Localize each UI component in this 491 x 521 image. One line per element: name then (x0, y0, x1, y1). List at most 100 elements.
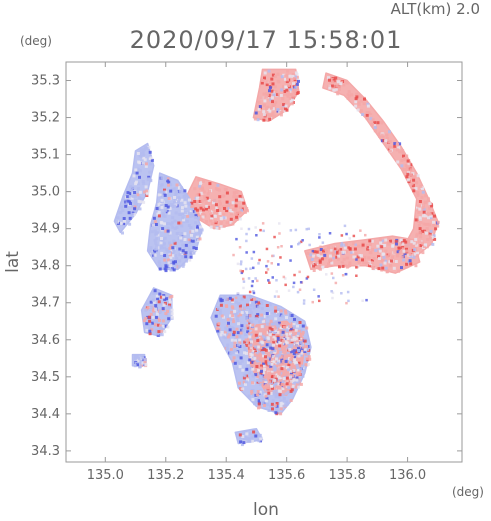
echo-pixel (212, 201, 215, 205)
echo-pixel (254, 226, 257, 229)
echo-pixel (385, 255, 389, 259)
echo-pixel (272, 343, 275, 347)
echo-pixel (250, 327, 253, 330)
echo-pixel (330, 272, 334, 275)
echo-pixel (214, 203, 218, 207)
echo-pixel (330, 249, 333, 252)
echo-pixel (343, 264, 347, 268)
echo-pixel (371, 248, 375, 252)
echo-pixel (274, 395, 278, 399)
echo-pixel (318, 267, 322, 271)
echo-pixel (203, 213, 207, 217)
echo-pixel (298, 319, 301, 323)
echo-pixel (142, 153, 146, 157)
echo-pixel (238, 334, 242, 338)
echo-pixel (271, 111, 275, 115)
echo-pixel (249, 301, 253, 305)
echo-pixel (371, 118, 375, 122)
echo-pixel (262, 229, 265, 233)
echo-pixel (267, 371, 271, 375)
echo-pixel (297, 385, 300, 389)
echo-pixel (289, 361, 293, 364)
echo-pixel (279, 256, 282, 259)
echo-pixel (410, 182, 414, 186)
echo-pixel (247, 364, 251, 368)
echo-pixel (214, 219, 217, 223)
echo-pixel (229, 212, 233, 216)
echo-pixel (180, 239, 183, 243)
echo-pixel (263, 76, 266, 80)
echo-pixel (235, 215, 239, 219)
echo-pixel (418, 207, 422, 211)
echo-pixel (361, 243, 365, 247)
echo-pixel (290, 245, 293, 248)
echo-pixel (213, 198, 217, 202)
echo-pixel (307, 355, 311, 359)
echo-pixel (378, 238, 382, 242)
echo-pixel (175, 183, 179, 187)
echo-pixel (275, 93, 279, 97)
echo-pixel (269, 351, 273, 354)
echo-pixel (318, 259, 322, 263)
echo-pixel (218, 202, 222, 206)
echo-pixel (245, 374, 249, 378)
echo-pixel (224, 207, 228, 210)
echo-pixel (274, 337, 278, 341)
echo-pixel (257, 305, 261, 309)
echo-pixel (263, 314, 267, 318)
echo-pixel (274, 357, 278, 361)
echo-pixel (292, 369, 296, 373)
echo-pixel (245, 232, 248, 236)
echo-pixel (344, 242, 348, 246)
echo-pixel (191, 239, 195, 243)
echo-pixel (216, 209, 220, 212)
echo-pixel (236, 331, 240, 335)
echo-pixel (280, 333, 284, 337)
echo-pixel (232, 253, 235, 257)
echo-pixel (292, 352, 296, 356)
echo-pixel (340, 250, 344, 254)
echo-pixel (156, 333, 160, 337)
echo-pixel (219, 333, 223, 337)
echo-pixel (345, 250, 348, 254)
echo-pixel (378, 134, 382, 138)
echo-pixel (224, 330, 227, 334)
echo-pixel (181, 255, 185, 259)
echo-pixel (252, 266, 255, 270)
echo-pixel (413, 252, 417, 256)
echo-pixel (238, 341, 242, 345)
echo-pixel (148, 319, 152, 323)
echo-pixel (229, 317, 233, 321)
echo-pixel (145, 302, 149, 306)
echo-pixel (366, 102, 370, 106)
echo-pixel (252, 393, 256, 397)
echo-pixel (176, 231, 180, 235)
echo-pixel (280, 374, 284, 378)
echo-pixel (263, 386, 267, 389)
echo-pixel (297, 346, 300, 350)
echo-pixel (139, 148, 143, 152)
echo-pixel (217, 208, 221, 212)
y-tick-label: 34.6 (31, 333, 60, 348)
echo-pixel (372, 257, 376, 260)
echo-pixel (163, 246, 167, 250)
echo-pixel (429, 234, 432, 238)
echo-pixel (229, 217, 233, 221)
echo-pixel (128, 216, 132, 220)
echo-pixel (155, 207, 159, 210)
echo-pixel (258, 433, 262, 437)
echo-pixel (190, 233, 193, 237)
echo-pixel (401, 242, 405, 246)
echo-pixel (377, 267, 381, 271)
echo-pixel (421, 251, 425, 255)
echo-pixel (292, 84, 296, 88)
echo-pixel (353, 247, 357, 251)
echo-pixel (293, 337, 297, 341)
echo-pixel (397, 145, 401, 149)
echo-pixel (380, 139, 384, 143)
echo-pixel (158, 262, 162, 266)
echo-pixel (188, 248, 192, 252)
echo-pixel (293, 91, 297, 95)
echo-pixel (170, 312, 174, 316)
echo-pixel (320, 257, 324, 261)
